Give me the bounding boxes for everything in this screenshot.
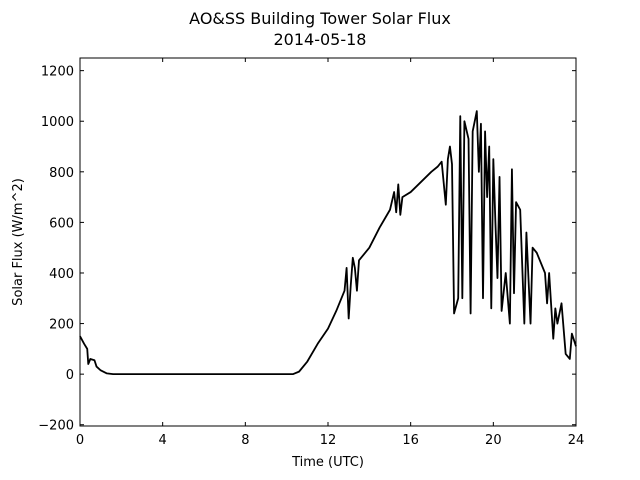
y-tick-label: 1000	[41, 115, 74, 130]
data-line	[79, 110, 577, 376]
x-tick-label: 20	[485, 433, 502, 448]
x-tick-label: 8	[241, 433, 249, 448]
x-tick-label: 24	[568, 433, 585, 448]
y-tick-label: 0	[66, 368, 74, 383]
y-tick-label: 1200	[41, 65, 74, 80]
y-tick-label: −200	[38, 419, 74, 434]
chart-title: AO&SS Building Tower Solar Flux	[189, 9, 451, 28]
x-axis-label: Time (UTC)	[291, 455, 364, 470]
x-tick-label: 12	[320, 433, 337, 448]
y-tick-label: 600	[49, 216, 74, 231]
y-axis-label: Solar Flux (W/m^2)	[11, 178, 26, 306]
x-tick-label: 4	[159, 433, 167, 448]
chart-subtitle: 2014-05-18	[274, 30, 367, 49]
x-tick-label: 0	[76, 433, 84, 448]
y-tick-label: 400	[49, 267, 74, 282]
x-tick-label: 16	[402, 433, 419, 448]
plot-frame	[79, 57, 577, 427]
y-tick-label: 200	[49, 318, 74, 333]
y-tick-label: 800	[49, 166, 74, 181]
